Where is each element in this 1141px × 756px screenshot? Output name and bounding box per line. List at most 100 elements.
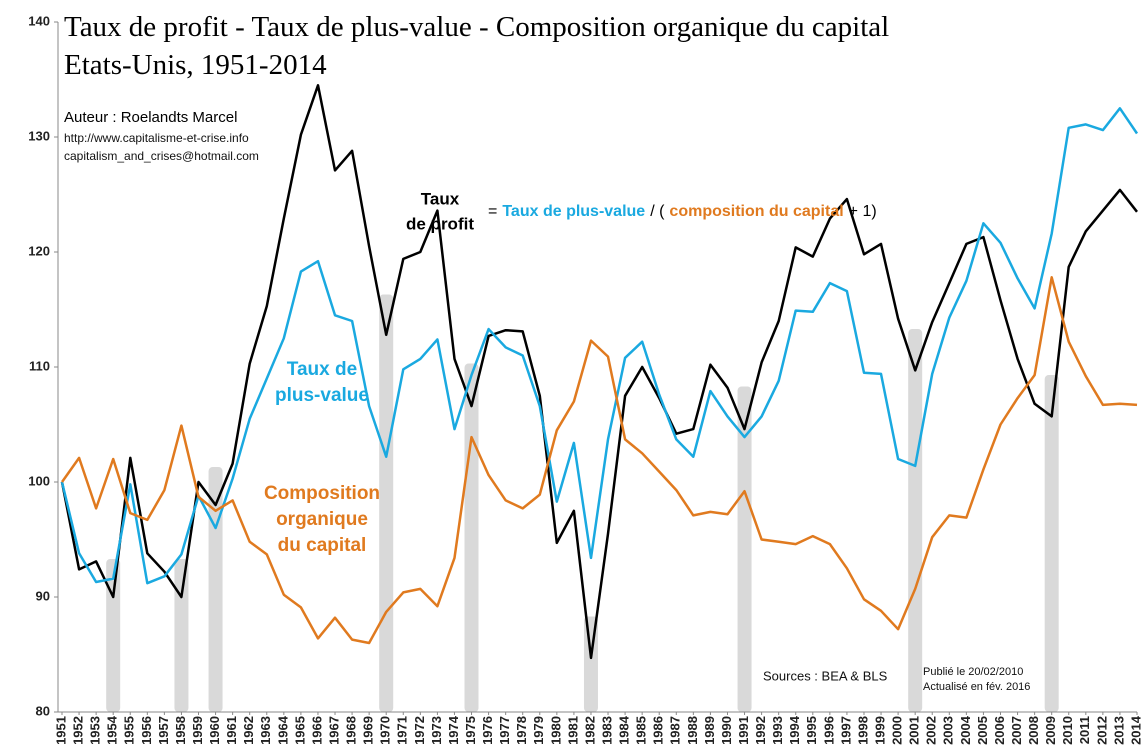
y-tick-label: 110: [29, 358, 50, 373]
x-tick-label: 1978: [514, 716, 529, 745]
x-tick-label: 2012: [1094, 716, 1109, 745]
series-label: Taux de: [287, 359, 357, 380]
series-label: du capital: [278, 535, 367, 556]
series-label: Composition: [264, 483, 380, 504]
x-tick-label: 2001: [907, 716, 922, 745]
formula-part: + 1): [849, 203, 877, 220]
x-tick-label: 1999: [872, 716, 887, 745]
formula-part: =: [488, 203, 497, 220]
x-tick-label: 2000: [890, 716, 905, 745]
x-tick-label: 1992: [753, 716, 768, 745]
x-tick-label: 1981: [565, 716, 580, 745]
recession-bar: [737, 386, 752, 712]
x-tick-label: 2014: [1128, 715, 1141, 745]
x-tick-label: 1966: [309, 716, 324, 745]
author: Auteur : Roelandts Marcel: [64, 109, 237, 126]
email: capitalism_and_crises@hotmail.com: [64, 149, 259, 163]
x-tick-label: 2011: [1077, 716, 1092, 744]
x-tick-label: 2008: [1026, 716, 1041, 745]
x-tick-label: 1959: [190, 716, 205, 745]
recession-bar: [106, 559, 121, 712]
updated: Actualisé en fév. 2016: [923, 681, 1030, 693]
x-tick-label: 1957: [156, 716, 171, 745]
x-tick-label: 1965: [292, 716, 307, 745]
formula-part: / (: [650, 203, 665, 220]
recession-bar: [174, 559, 189, 712]
x-tick-label: 1961: [224, 716, 239, 745]
published: Publié le 20/02/2010: [923, 666, 1023, 678]
recession-bar: [908, 329, 923, 712]
y-tick-label: 90: [36, 588, 50, 603]
x-tick-label: 1994: [787, 715, 802, 745]
series-label: organique: [276, 509, 368, 530]
x-tick-label: 2006: [992, 716, 1007, 745]
y-tick-label: 140: [28, 13, 50, 28]
x-tick-label: 1951: [53, 716, 68, 745]
series-line: [60, 276, 1138, 645]
x-tick-label: 1990: [719, 716, 734, 745]
x-tick-label: 1996: [821, 716, 836, 745]
x-tick-label: 1968: [344, 716, 359, 745]
x-tick-label: 1963: [258, 716, 273, 745]
x-tick-label: 1988: [685, 716, 700, 745]
x-tick-label: 1995: [804, 716, 819, 745]
formula-part: Taux de plus-value: [502, 203, 645, 220]
x-tick-label: 1964: [275, 715, 290, 745]
x-tick-label: 1974: [446, 715, 461, 745]
x-tick-label: 1973: [429, 716, 444, 745]
x-tick-label: 1956: [139, 716, 154, 745]
chart-title: Taux de profit - Taux de plus-value - Co…: [64, 11, 889, 43]
x-tick-label: 1986: [651, 716, 666, 745]
x-tick-label: 1985: [634, 716, 649, 745]
x-tick-label: 1976: [480, 716, 495, 745]
x-tick-label: 2005: [975, 716, 990, 745]
y-tick-label: 120: [28, 243, 50, 258]
x-tick-label: 1952: [71, 716, 86, 745]
x-tick-label: 1998: [855, 716, 870, 745]
y-tick-label: 80: [36, 703, 50, 718]
website: http://www.capitalisme-et-crise.info: [64, 131, 249, 145]
x-tick-label: 2002: [924, 716, 939, 745]
x-tick-label: 1969: [361, 716, 376, 745]
x-tick-label: 1987: [668, 716, 683, 745]
x-tick-label: 2007: [1009, 716, 1024, 745]
x-tick-label: 2013: [1111, 716, 1126, 745]
x-tick-label: 1977: [497, 716, 512, 745]
recession-bar: [208, 467, 223, 712]
x-tick-label: 1983: [599, 716, 614, 745]
x-tick-label: 1991: [736, 716, 751, 745]
formula-lhs: Taux: [421, 189, 460, 208]
x-tick-label: 1975: [463, 716, 478, 745]
formula-part: composition du capital: [669, 203, 843, 220]
x-tick-label: 1970: [378, 716, 393, 745]
x-tick-label: 1962: [241, 716, 256, 745]
x-tick-label: 2003: [941, 716, 956, 745]
series-line: [60, 107, 1139, 585]
x-tick-label: 1971: [395, 716, 410, 745]
x-tick-label: 2010: [1060, 716, 1075, 745]
x-tick-label: 1980: [548, 716, 563, 745]
y-tick-label: 100: [28, 473, 50, 488]
x-tick-label: 1972: [412, 716, 427, 745]
x-tick-label: 1993: [770, 716, 785, 745]
recession-bar: [1044, 375, 1059, 712]
sources: Sources : BEA & BLS: [763, 668, 888, 683]
x-tick-label: 2004: [958, 715, 973, 745]
x-tick-label: 1960: [207, 716, 222, 745]
x-tick-label: 1982: [582, 716, 597, 745]
chart-subtitle: Etats-Unis, 1951-2014: [64, 49, 327, 81]
formula: = Taux de plus-value / ( composition du cap…: [488, 203, 877, 220]
recession-bar: [379, 294, 394, 712]
y-tick-label: 130: [28, 128, 50, 143]
x-tick-label: 1979: [531, 716, 546, 745]
recession-bar: [464, 363, 479, 712]
series-line: [60, 84, 1138, 660]
x-tick-label: 1953: [88, 716, 103, 745]
x-tick-label: 1955: [122, 716, 137, 745]
x-tick-label: 1989: [702, 716, 717, 745]
formula-lhs: de profit: [406, 214, 474, 233]
x-tick-label: 1958: [173, 716, 188, 745]
x-tick-label: 1954: [105, 715, 120, 745]
x-tick-label: 1997: [838, 716, 853, 745]
